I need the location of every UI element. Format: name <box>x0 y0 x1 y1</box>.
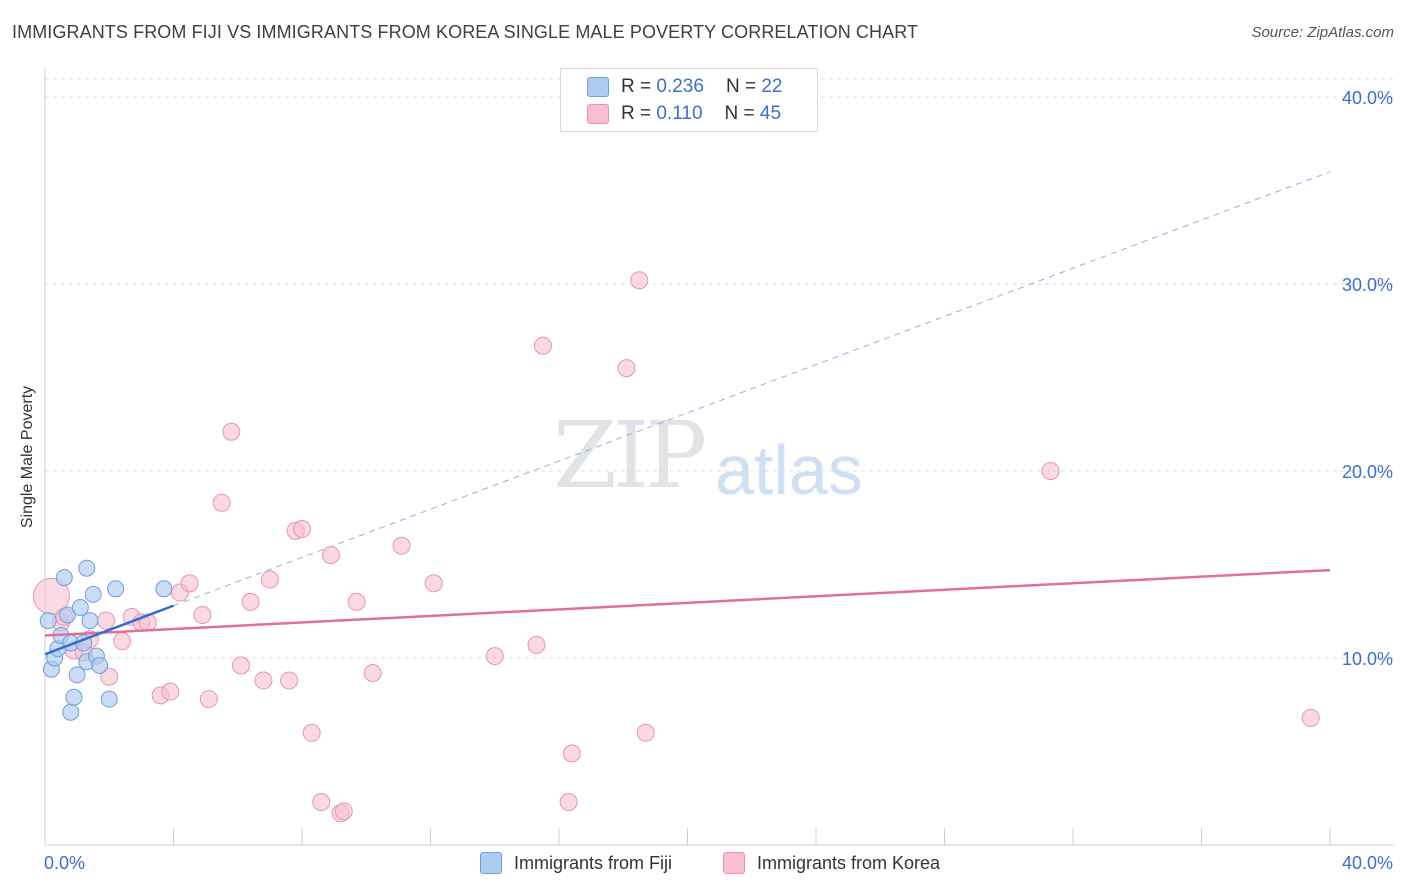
korea-point <box>527 635 546 654</box>
korea-point <box>241 592 260 611</box>
korea-point <box>260 570 279 589</box>
fiji-point <box>81 612 99 630</box>
korea-point <box>562 744 581 763</box>
korea-point <box>231 656 250 675</box>
y-tick-label: 20.0% <box>1342 462 1393 482</box>
korea-point <box>617 359 636 378</box>
x-tick-label: 40.0% <box>1342 853 1393 873</box>
korea-point <box>302 723 321 742</box>
korea-point <box>392 536 411 555</box>
korea-point <box>222 422 241 441</box>
legend-n-value-fiji: 22 <box>761 76 783 97</box>
legend-r-label: R = <box>621 103 652 124</box>
fiji-point <box>62 703 80 721</box>
korea-point <box>321 546 340 565</box>
korea-point <box>254 671 273 690</box>
bottom-legend-swatch-fiji <box>480 852 502 874</box>
korea-trend-line <box>44 568 1331 637</box>
bottom-legend: Immigrants from Fiji Immigrants from Kor… <box>0 852 1406 876</box>
legend-row-korea: R = 0.110 N = 45 <box>587 102 781 126</box>
legend-r-value-korea: 0.110 <box>656 103 703 124</box>
fiji-point <box>68 666 86 684</box>
watermark-zip: ZIP <box>553 402 707 509</box>
korea-point <box>293 519 311 538</box>
korea-point <box>424 574 443 593</box>
fiji-point <box>84 585 102 603</box>
legend-n-label: N = <box>724 103 755 124</box>
y-tick-label: 30.0% <box>1342 275 1393 295</box>
korea-point <box>1301 708 1320 727</box>
korea-point <box>280 671 299 690</box>
legend-n-label: N = <box>725 76 757 97</box>
korea-point <box>630 271 649 290</box>
korea-point <box>97 611 116 630</box>
y-tick-label: 10.0% <box>1342 649 1393 669</box>
korea-point <box>559 792 578 811</box>
korea-point <box>199 690 218 709</box>
legend-r-label: R = <box>621 76 652 97</box>
source-label: Source: ZipAtlas.com <box>1251 24 1394 41</box>
korea-point <box>312 792 331 811</box>
fiji-point <box>91 656 109 674</box>
korea-point <box>363 663 382 682</box>
korea-point <box>334 802 353 821</box>
korea-point <box>180 574 199 593</box>
fiji-point <box>107 580 125 598</box>
korea-point <box>1041 462 1060 480</box>
fiji-point <box>78 559 96 577</box>
legend-box: R = 0.236 N = 22 R = 0.110 N = 45 <box>560 68 818 132</box>
korea-point <box>636 723 655 742</box>
fiji-point <box>100 690 118 708</box>
fiji-point <box>65 688 83 706</box>
korea-point <box>533 336 552 355</box>
bottom-legend-label-korea: Immigrants from Korea <box>757 852 941 873</box>
korea-point <box>347 592 366 611</box>
bottom-legend-label-fiji: Immigrants from Fiji <box>514 852 673 873</box>
legend-r-value-fiji: 0.236 <box>656 76 704 97</box>
legend-swatch-korea <box>587 104 609 124</box>
fiji-point <box>58 606 76 624</box>
chart-title: IMMIGRANTS FROM FIJI VS IMMIGRANTS FROM … <box>12 22 919 42</box>
legend-n-value-korea: 45 <box>759 103 782 124</box>
korea-point <box>161 682 180 701</box>
x-tick-label: 0.0% <box>44 853 85 873</box>
y-tick-label: 40.0% <box>1342 88 1393 108</box>
fiji-point <box>71 599 89 617</box>
fiji-point <box>155 580 173 598</box>
fiji-trend-line <box>44 604 174 656</box>
fiji-point <box>39 612 57 630</box>
korea-point <box>100 667 119 686</box>
korea-point <box>212 493 231 512</box>
bottom-legend-fiji: Immigrants from Fiji <box>480 852 672 874</box>
korea-point <box>193 605 212 624</box>
legend-row-fiji: R = 0.236 N = 22 <box>587 75 782 99</box>
legend-swatch-fiji <box>587 77 609 97</box>
fiji-trend-extension <box>173 171 1331 607</box>
korea-point <box>485 647 504 666</box>
bottom-legend-swatch-korea <box>723 852 745 874</box>
bottom-legend-korea: Immigrants from Korea <box>723 852 940 874</box>
fiji-point <box>55 569 73 587</box>
korea-point <box>113 632 132 651</box>
watermark-atlas: atlas <box>715 431 863 509</box>
